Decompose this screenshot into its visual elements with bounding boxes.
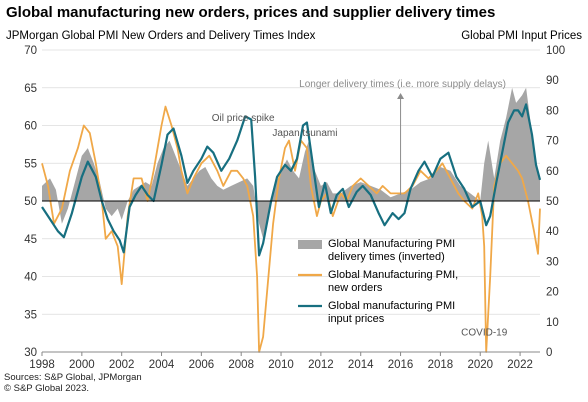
x-tick-label: 2014 bbox=[348, 359, 374, 371]
annotation-label: Oil price spike bbox=[212, 113, 275, 124]
x-tick-label: 2012 bbox=[308, 359, 334, 371]
axes: 30 35 40 45 50 55 60 65 70 0 10 20 30 40 50 60 70 80 90 100… bbox=[24, 45, 565, 371]
annotations: Longer delivery times (i.e. more supply … bbox=[212, 79, 508, 338]
x-tick-label: 2010 bbox=[268, 359, 294, 371]
y-right-tick-label: 80 bbox=[546, 105, 559, 117]
y-left-tick-label: 45 bbox=[24, 234, 37, 246]
copyright-line: © S&P Global 2023. bbox=[4, 383, 89, 394]
x-tick-label: 2000 bbox=[69, 359, 95, 371]
chart-title: Global manufacturing new orders, prices … bbox=[6, 4, 496, 21]
y-left-tick-label: 60 bbox=[24, 121, 37, 133]
y-left-tick-label: 55 bbox=[24, 158, 37, 170]
annotation-arrow-head bbox=[397, 92, 405, 99]
y-right-tick-label: 30 bbox=[546, 256, 559, 268]
x-tick-label: 2018 bbox=[428, 359, 454, 371]
y-left-tick-label: 65 bbox=[24, 83, 37, 95]
legend-label: Global Manufacturing PMI bbox=[328, 238, 455, 250]
x-tick-label: 2020 bbox=[467, 359, 493, 371]
legend-label: new orders bbox=[328, 282, 383, 294]
y-left-tick-label: 70 bbox=[24, 45, 37, 57]
right-axis-title: Global PMI Input Prices bbox=[461, 30, 582, 42]
y-right-tick-label: 0 bbox=[546, 347, 552, 359]
x-tick-label: 2022 bbox=[507, 359, 533, 371]
series-lines bbox=[41, 103, 542, 353]
x-tick-label: 2008 bbox=[228, 359, 254, 371]
source-line: Sources: S&P Global, JPMorgan bbox=[4, 372, 142, 383]
new-orders-line bbox=[41, 105, 541, 353]
x-tick-label: 2002 bbox=[109, 359, 135, 371]
input-prices-line bbox=[41, 103, 542, 257]
y-left-tick-label: 30 bbox=[24, 347, 37, 359]
y-right-tick-label: 70 bbox=[546, 136, 559, 148]
y-left-tick-label: 50 bbox=[24, 196, 37, 208]
x-tick-label: 1998 bbox=[29, 359, 55, 371]
y-right-tick-label: 50 bbox=[546, 196, 559, 208]
y-right-tick-label: 20 bbox=[546, 287, 559, 299]
legend-label: Global Manufacturing PMI, bbox=[328, 269, 458, 281]
annotation-label: Longer delivery times (i.e. more supply … bbox=[299, 79, 506, 90]
y-right-tick-label: 40 bbox=[546, 226, 559, 238]
legend-label: input prices bbox=[328, 313, 385, 325]
source-note: Sources: S&P Global, JPMorgan © S&P Glob… bbox=[4, 372, 142, 394]
y-right-tick-label: 60 bbox=[546, 166, 559, 178]
y-right-tick-label: 90 bbox=[546, 75, 559, 87]
x-tick-label: 2006 bbox=[189, 359, 215, 371]
legend-label: delivery times (inverted) bbox=[328, 251, 445, 263]
annotation-label: COVID-19 bbox=[461, 327, 508, 338]
y-left-tick-label: 40 bbox=[24, 272, 37, 284]
x-tick-label: 2016 bbox=[388, 359, 414, 371]
left-axis-title: JPMorgan Global PMI New Orders and Deliv… bbox=[6, 30, 316, 42]
legend-swatch-delivery bbox=[298, 240, 322, 249]
y-right-tick-label: 10 bbox=[546, 317, 559, 329]
y-right-tick-label: 100 bbox=[546, 45, 565, 57]
annotation-label: Japan tsunami bbox=[272, 128, 337, 139]
y-left-tick-label: 35 bbox=[24, 309, 37, 321]
legend-label: Global manufacturing PMI bbox=[328, 300, 455, 312]
x-tick-label: 2004 bbox=[149, 359, 175, 371]
